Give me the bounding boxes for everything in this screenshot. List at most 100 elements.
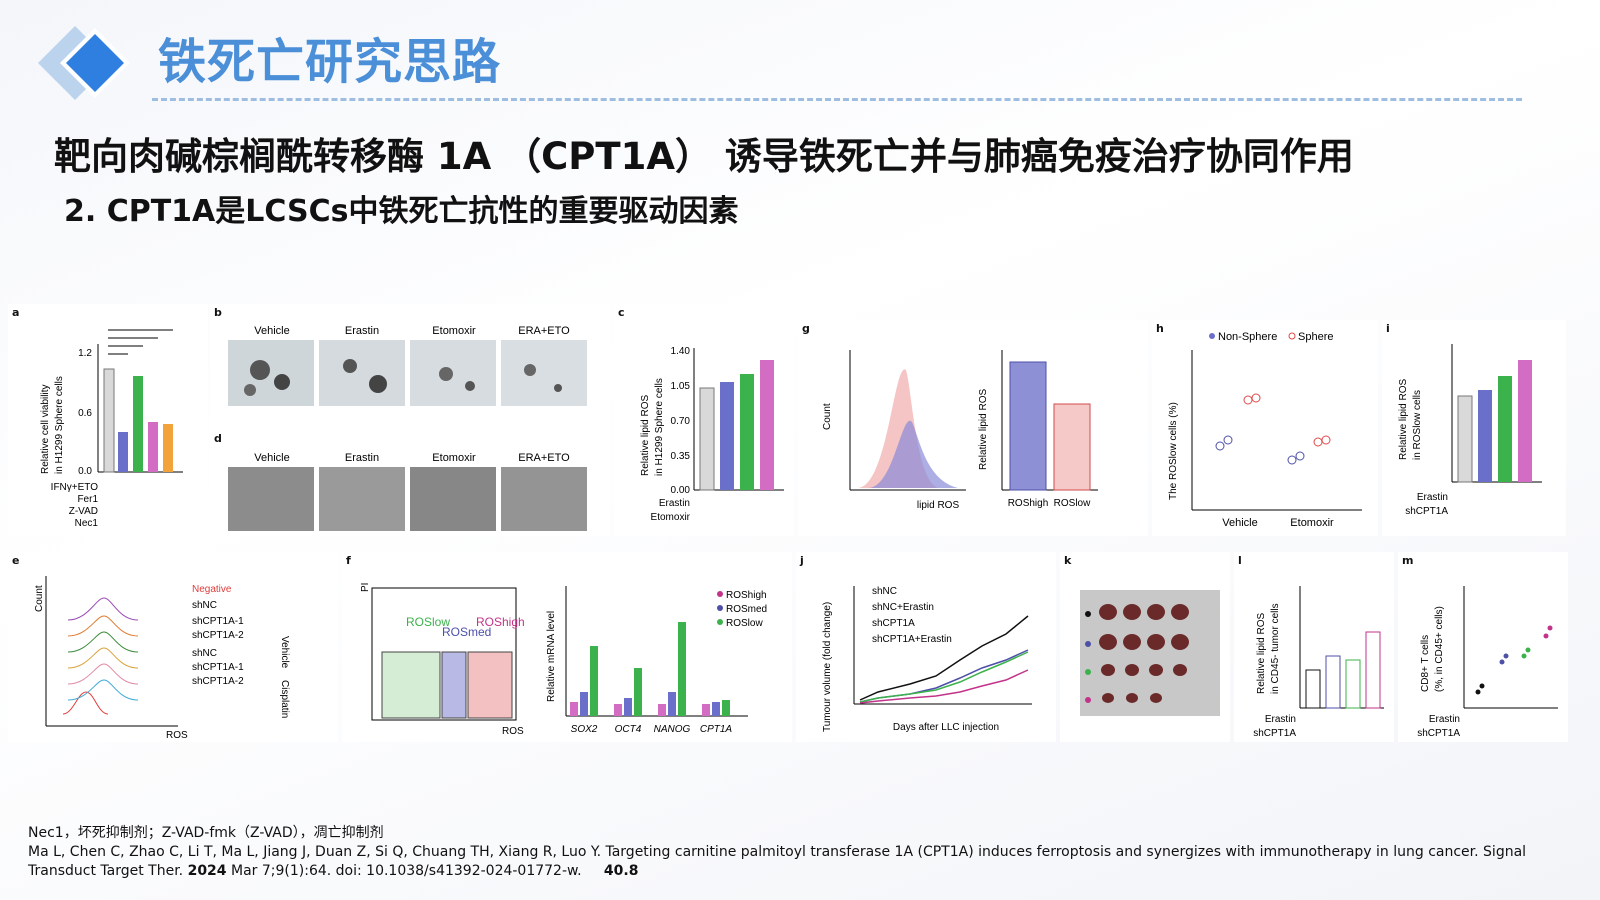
panel-label-e: e: [12, 554, 20, 567]
svg-text:Cisplatin: Cisplatin: [279, 680, 290, 718]
svg-text:in H1299 Sphere cells: in H1299 Sphere cells: [54, 376, 65, 474]
a-ytick-0.6: 0.6: [78, 408, 92, 419]
svg-text:shCPT1A-2: shCPT1A-2: [192, 630, 244, 641]
panel-i: i Relative lipid ROS in ROSlow cells Era…: [1382, 320, 1566, 536]
citation-text: Ma L, Chen C, Zhao C, Li T, Ma L, Jiang …: [28, 844, 1527, 879]
svg-text:Count: Count: [34, 585, 45, 612]
svg-text:ROShigh: ROShigh: [726, 590, 767, 601]
svg-text:CD8+ T cells: CD8+ T cells: [1420, 635, 1431, 692]
svg-text:Vehicle: Vehicle: [279, 636, 290, 669]
panel-j: j Tumour volume (fold change) shNC shNC+…: [796, 552, 1056, 742]
svg-text:ROSlow: ROSlow: [1054, 498, 1091, 509]
svg-text:shCPT1A-1: shCPT1A-1: [192, 616, 244, 627]
panel-k: k: [1060, 552, 1230, 742]
svg-text:IFNγ+ETO: IFNγ+ETO: [51, 482, 99, 493]
svg-text:Days after LLC injection: Days after LLC injection: [893, 722, 999, 733]
svg-text:in ROSlow cells: in ROSlow cells: [1412, 390, 1423, 460]
svg-text:Erastin: Erastin: [1265, 714, 1296, 725]
svg-text:ROShigh: ROShigh: [476, 615, 525, 629]
panel-label-d: d: [214, 432, 222, 445]
svg-text:The ROSlow cells (%): The ROSlow cells (%): [1168, 402, 1179, 500]
svg-text:in H1299 Sphere cells: in H1299 Sphere cells: [654, 378, 665, 476]
panel-a: a 1.2 0.6 0.0 Relative cell viability in…: [8, 304, 208, 536]
panel-label-k: k: [1064, 554, 1072, 567]
svg-text:1.05: 1.05: [671, 381, 691, 392]
panel-label-g: g: [802, 322, 810, 335]
svg-text:PI: PI: [360, 583, 371, 592]
svg-text:Vehicle: Vehicle: [1222, 517, 1257, 529]
svg-text:Erastin: Erastin: [1429, 714, 1460, 725]
panel-label-f: f: [346, 554, 351, 567]
svg-text:shNC: shNC: [192, 648, 217, 659]
svg-text:Relative lipid ROS: Relative lipid ROS: [640, 395, 651, 476]
subheadline: 2. CPT1A是LCSCs中铁死亡抗性的重要驱动因素: [64, 194, 739, 229]
panel-label-i: i: [1386, 322, 1390, 335]
svg-text:shCPT1A-2: shCPT1A-2: [192, 676, 244, 687]
svg-text:shCPT1A: shCPT1A: [1405, 506, 1448, 517]
svg-text:0.70: 0.70: [671, 416, 691, 427]
headline: 靶向肉碱棕榈酰转移酶 1A （CPT1A） 诱导铁死亡并与肺癌免疫治疗协同作用: [54, 135, 1354, 178]
svg-text:shCPT1A: shCPT1A: [1417, 728, 1460, 739]
svg-text:ROS: ROS: [502, 726, 524, 737]
svg-text:Etomoxir: Etomoxir: [1290, 517, 1334, 529]
svg-text:shCPT1A: shCPT1A: [1253, 728, 1296, 739]
a-ytick-1.2: 1.2: [78, 348, 92, 359]
panel-b-d: b d Vehicle Erastin Etomoxir ERA+ETO Veh…: [210, 304, 610, 536]
svg-text:(%, in CD45+ cells): (%, in CD45+ cells): [1434, 606, 1445, 692]
svg-text:Nec1: Nec1: [75, 518, 99, 529]
svg-text:Vehicle: Vehicle: [254, 452, 289, 464]
panel-label-m: m: [1402, 554, 1414, 567]
svg-text:Erastin: Erastin: [659, 498, 690, 509]
svg-text:ROSlow: ROSlow: [726, 618, 763, 629]
svg-text:shNC: shNC: [872, 586, 897, 597]
svg-text:Non-Sphere: Non-Sphere: [1218, 331, 1277, 343]
svg-text:Tumour volume (fold change): Tumour volume (fold change): [822, 602, 833, 732]
panel-m: m CD8+ T cells (%, in CD45+ cells) Erast…: [1398, 552, 1568, 742]
svg-text:Fer1: Fer1: [77, 494, 98, 505]
svg-text:Erastin: Erastin: [345, 452, 379, 464]
panel-g: g Count lipid ROS Relative lipid ROS ROS…: [798, 320, 1148, 536]
svg-text:shCPT1A: shCPT1A: [872, 618, 915, 629]
panel-label-l: l: [1238, 554, 1242, 567]
svg-text:ERA+ETO: ERA+ETO: [518, 452, 570, 464]
a-ylabel: Relative cell viability: [40, 385, 51, 474]
panel-e: e Count ROS Negative shNC shCPT1A-1 shCP…: [8, 552, 338, 742]
citation-year: 2024: [187, 863, 227, 879]
footnote: Nec1，坏死抑制剂；Z-VAD-fmk（Z-VAD），凋亡抑制剂: [28, 825, 384, 841]
svg-text:Z-VAD: Z-VAD: [69, 506, 98, 517]
panel-label-h: h: [1156, 322, 1164, 335]
svg-text:Relative mRNA level: Relative mRNA level: [546, 611, 557, 702]
svg-text:shNC: shNC: [192, 600, 217, 611]
a-ytick-0.0: 0.0: [78, 466, 92, 477]
svg-text:lipid ROS: lipid ROS: [917, 500, 960, 511]
svg-text:Relative lipid ROS: Relative lipid ROS: [978, 389, 989, 470]
svg-text:OCT4: OCT4: [615, 724, 642, 735]
svg-text:in CD45- tumor cells: in CD45- tumor cells: [1270, 603, 1281, 694]
panel-a-chart: 1.2 0.6 0.0 Relative cell viability in H…: [40, 329, 183, 529]
svg-text:Etomoxir: Etomoxir: [432, 452, 476, 464]
svg-text:Count: Count: [822, 403, 833, 430]
svg-text:Etomoxir: Etomoxir: [651, 512, 691, 523]
svg-text:shCPT1A+Erastin: shCPT1A+Erastin: [872, 634, 952, 645]
research-figure: a 1.2 0.6 0.0 Relative cell viability in…: [0, 298, 1600, 753]
svg-text:SOX2: SOX2: [571, 724, 598, 735]
svg-text:Erastin: Erastin: [1417, 492, 1448, 503]
svg-text:Erastin: Erastin: [345, 325, 379, 337]
citation-details: Mar 7;9(1):64. doi: 10.1038/s41392-024-0…: [226, 863, 582, 879]
logo-diamond-icon: [30, 18, 140, 108]
svg-text:Sphere: Sphere: [1298, 331, 1333, 343]
svg-text:shNC+Erastin: shNC+Erastin: [872, 602, 934, 613]
svg-text:ROSmed: ROSmed: [442, 625, 491, 639]
svg-text:Relative lipid ROS: Relative lipid ROS: [1256, 613, 1267, 694]
title-divider: [152, 98, 1522, 101]
svg-text:ROS: ROS: [166, 730, 188, 741]
svg-text:Negative: Negative: [192, 584, 232, 595]
svg-text:0.35: 0.35: [671, 451, 691, 462]
panel-label-j: j: [800, 554, 804, 567]
svg-text:ROSlow: ROSlow: [406, 615, 450, 629]
panel-label-b: b: [214, 306, 222, 319]
svg-text:Etomoxir: Etomoxir: [432, 325, 476, 337]
svg-text:ERA+ETO: ERA+ETO: [518, 325, 570, 337]
panel-h: h Non-Sphere Sphere The ROSlow cells (%)…: [1152, 320, 1378, 536]
panel-label-c: c: [618, 306, 625, 319]
